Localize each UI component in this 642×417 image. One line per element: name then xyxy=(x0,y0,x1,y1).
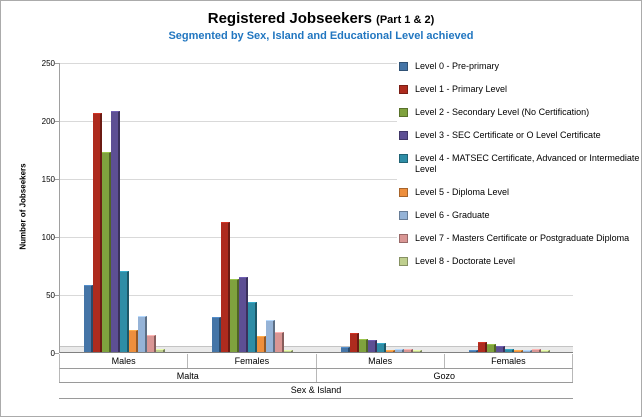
bar-1-males-0 xyxy=(92,113,102,352)
bar-2-females-3 xyxy=(487,343,497,352)
y-tick-label: 50 xyxy=(46,291,55,300)
bar-7-males-0 xyxy=(146,334,156,352)
gridline xyxy=(60,295,573,296)
bar-7-females-3 xyxy=(532,348,542,352)
legend-swatch-8 xyxy=(399,257,408,266)
bar-1-males-2 xyxy=(349,333,359,352)
island-label-gozo: Gozo xyxy=(433,371,455,381)
y-tick-mark xyxy=(55,295,59,296)
category-label-females-3: Females xyxy=(491,356,526,366)
bar-6-males-0 xyxy=(137,316,147,352)
chart-title-main: Registered Jobseekers xyxy=(207,10,372,27)
legend-item-0: Level 0 - Pre-primary xyxy=(399,61,641,72)
bar-3-males-2 xyxy=(367,340,377,352)
x-axis-title-row: Sex & Island xyxy=(59,382,573,399)
bar-2-males-0 xyxy=(101,152,111,352)
category-axis-sex: Males Females Males Females xyxy=(59,354,573,368)
bar-2-males-2 xyxy=(358,339,368,352)
y-tick-mark xyxy=(55,63,59,64)
legend-swatch-6 xyxy=(399,211,408,220)
bar-8-females-1 xyxy=(284,349,294,352)
legend-item-7: Level 7 - Masters Certificate or Postgra… xyxy=(399,233,641,244)
bar-4-males-2 xyxy=(376,342,386,352)
gridline xyxy=(60,237,573,238)
bar-6-females-3 xyxy=(523,349,533,352)
y-tick-mark xyxy=(55,121,59,122)
gridline xyxy=(60,179,573,180)
chart-title-part: (Part 1 & 2) xyxy=(376,14,435,26)
chart-title: Registered Jobseekers (Part 1 & 2) xyxy=(1,10,641,27)
bar-0-males-0 xyxy=(83,284,93,352)
legend-swatch-5 xyxy=(399,188,408,197)
y-tick-mark xyxy=(55,353,59,354)
bar-7-females-1 xyxy=(275,332,285,352)
chart-floor xyxy=(60,346,573,352)
y-tick-mark xyxy=(55,179,59,180)
legend-swatch-1 xyxy=(399,85,408,94)
bar-5-males-2 xyxy=(385,349,395,352)
legend-label-4: Level 4 - MATSEC Certificate, Advanced o… xyxy=(415,153,640,174)
chart-subtitle: Segmented by Sex, Island and Educational… xyxy=(168,30,474,42)
legend-swatch-0 xyxy=(399,62,408,71)
bar-4-males-0 xyxy=(119,270,129,352)
category-label-males-0: Males xyxy=(60,354,189,368)
bar-6-females-1 xyxy=(266,319,276,352)
bar-1-females-3 xyxy=(478,341,488,352)
bar-4-females-1 xyxy=(248,302,258,352)
gridline xyxy=(60,121,573,122)
bar-0-females-1 xyxy=(212,317,222,352)
y-tick-label: 100 xyxy=(41,233,55,242)
bar-0-males-2 xyxy=(340,347,350,352)
legend-swatch-2 xyxy=(399,108,408,117)
legend-item-1: Level 1 - Primary Level xyxy=(399,84,641,95)
bar-3-males-0 xyxy=(110,110,120,352)
x-axis-title: Sex & Island xyxy=(290,385,342,395)
legend-label-8: Level 8 - Doctorate Level xyxy=(415,256,516,266)
category-axis-island: Malta Gozo xyxy=(59,368,573,382)
bar-7-males-2 xyxy=(403,348,413,352)
category-label-females-1: Females xyxy=(188,354,317,368)
legend-label-6: Level 6 - Graduate xyxy=(415,210,490,220)
bar-3-females-1 xyxy=(239,276,249,352)
bar-4-females-3 xyxy=(505,348,515,352)
legend-item-2: Level 2 - Secondary Level (No Certificat… xyxy=(399,107,641,118)
legend-label-1: Level 1 - Primary Level xyxy=(415,84,508,94)
bar-0-females-3 xyxy=(469,349,479,352)
y-axis-title: Number of Jobseekers xyxy=(18,163,28,250)
y-tick-label: 0 xyxy=(50,349,55,358)
bar-5-females-3 xyxy=(514,349,524,352)
legend-swatch-4 xyxy=(399,154,408,163)
y-tick-label: 250 xyxy=(41,59,55,68)
bar-8-females-3 xyxy=(541,349,551,352)
y-tick-mark xyxy=(55,237,59,238)
legend-item-3: Level 3 - SEC Certificate or O Level Cer… xyxy=(399,130,641,141)
legend-label-2: Level 2 - Secondary Level (No Certificat… xyxy=(415,107,590,117)
y-tick-label: 200 xyxy=(41,117,55,126)
legend-item-5: Level 5 - Diploma Level xyxy=(399,187,641,198)
legend-label-5: Level 5 - Diploma Level xyxy=(415,187,510,197)
y-tick-label: 150 xyxy=(41,175,55,184)
legend-item-4: Level 4 - MATSEC Certificate, Advanced o… xyxy=(399,153,641,175)
bar-5-females-1 xyxy=(257,335,267,352)
gridline xyxy=(60,63,573,64)
legend-item-8: Level 8 - Doctorate Level xyxy=(399,256,641,267)
bar-8-males-2 xyxy=(412,350,422,352)
category-label-males-2: Males xyxy=(317,354,445,368)
bar-8-males-0 xyxy=(155,348,165,352)
legend-label-3: Level 3 - SEC Certificate or O Level Cer… xyxy=(415,130,601,140)
bar-1-females-1 xyxy=(221,222,231,352)
legend-swatch-7 xyxy=(399,234,408,243)
legend-swatch-3 xyxy=(399,131,408,140)
bar-5-males-0 xyxy=(128,329,138,352)
island-label-malta: Malta xyxy=(60,369,317,382)
legend-item-6: Level 6 - Graduate xyxy=(399,210,641,221)
bar-6-males-2 xyxy=(394,348,404,352)
legend-label-0: Level 0 - Pre-primary xyxy=(415,61,500,71)
plot-area xyxy=(59,63,573,353)
bar-3-females-3 xyxy=(496,346,506,352)
bar-2-females-1 xyxy=(230,278,240,352)
legend-label-7: Level 7 - Masters Certificate or Postgra… xyxy=(415,233,630,243)
legend: Level 0 - Pre-primary Level 1 - Primary L… xyxy=(397,59,641,279)
